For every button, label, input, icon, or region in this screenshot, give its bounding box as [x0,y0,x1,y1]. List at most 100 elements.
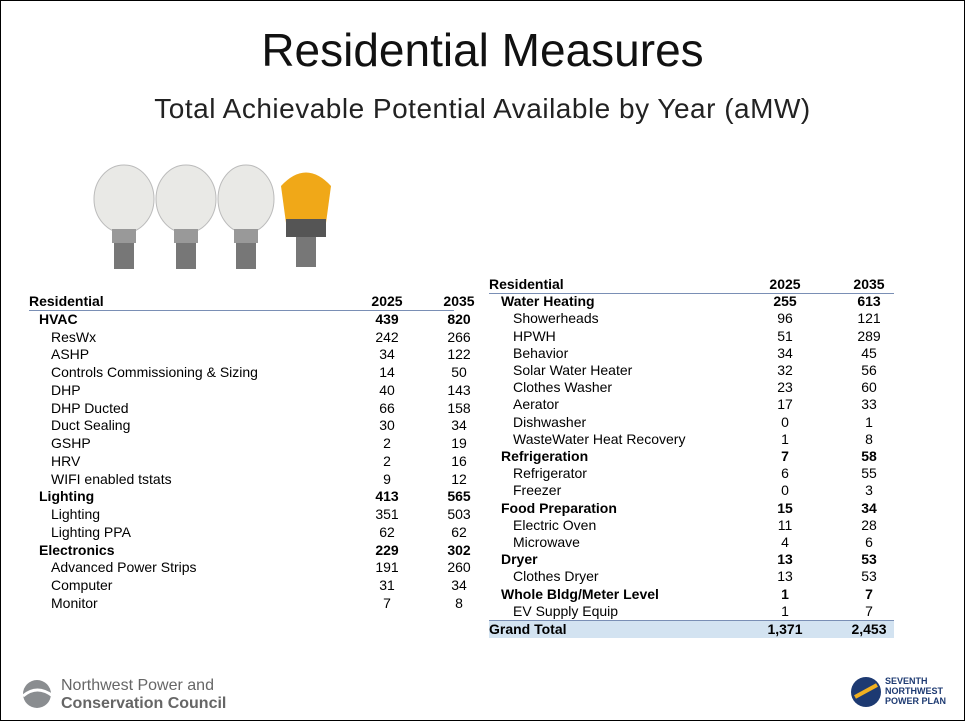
cell-value: 7 [755,448,815,465]
subtitle: Total Achievable Potential Available by … [1,93,964,125]
cell-value: 2035 [429,293,489,310]
cell-value: 7 [839,586,899,603]
cell-value: 31 [357,577,417,594]
logo-line: SEVENTH [885,676,946,686]
cell-value: 4 [755,534,815,551]
cell-value: 32 [755,362,815,379]
cell-label: Lighting [39,488,94,505]
cell-value: 34 [357,346,417,363]
cell-value: 34 [429,577,489,594]
cell-label: Microwave [513,534,580,551]
cell-label: HPWH [513,328,556,345]
cell-value: 7 [357,595,417,612]
cell-value: 413 [357,488,417,505]
cell-value: 40 [357,382,417,399]
cell-label: Controls Commissioning & Sizing [51,364,258,381]
cell-value: 11 [755,517,815,534]
logo-line: Conservation Council [61,695,226,713]
cell-value: 53 [839,568,899,585]
cell-label: Monitor [51,595,98,612]
cell-value: 158 [429,400,489,417]
cell-label: Dryer [501,551,538,568]
cell-value: 66 [357,400,417,417]
cell-value: 13 [755,551,815,568]
cell-label: HVAC [39,311,78,328]
cell-value: 121 [839,310,899,327]
cell-value: 242 [357,329,417,346]
cell-value: 7 [839,603,899,620]
cell-label: Freezer [513,482,561,499]
cell-value: 289 [839,328,899,345]
cell-value: 503 [429,506,489,523]
cell-value: 6 [839,534,899,551]
cell-value: 55 [839,465,899,482]
cell-label: Duct Sealing [51,417,130,434]
cell-value: 9 [357,471,417,488]
cell-label: Advanced Power Strips [51,559,197,576]
cell-label: DHP [51,382,81,399]
cell-label: GSHP [51,435,91,452]
cell-label: Refrigerator [513,465,587,482]
cell-label: Refrigeration [501,448,588,465]
cell-label: Residential [29,293,104,310]
cell-label: Clothes Dryer [513,568,599,585]
cell-value: 16 [429,453,489,470]
cell-value: 3 [839,482,899,499]
logo-line: Northwest Power and [61,677,226,695]
cell-value: 19 [429,435,489,452]
cell-label: Food Preparation [501,500,617,517]
cell-value: 191 [357,559,417,576]
cell-value: 0 [755,414,815,431]
cell-value: 34 [839,500,899,517]
cell-value: 2025 [755,276,815,293]
cell-value: 13 [755,568,815,585]
cell-value: 229 [357,542,417,559]
cell-label: Showerheads [513,310,599,327]
logo-line: POWER PLAN [885,696,946,706]
cell-value: 613 [839,293,899,310]
cell-value: 2 [357,435,417,452]
cell-label: Electronics [39,542,114,559]
cell-label: ASHP [51,346,89,363]
title: Residential Measures [1,23,964,77]
cell-value: 34 [755,345,815,362]
cell-value: 34 [429,417,489,434]
cell-value: 1 [755,586,815,603]
cell-value: 6 [755,465,815,482]
cell-value: 1 [755,431,815,448]
cell-label: Dishwasher [513,414,586,431]
logo-line: NORTHWEST [885,686,946,696]
cell-value: 23 [755,379,815,396]
cell-value: 255 [755,293,815,310]
cell-value: 565 [429,488,489,505]
cell-value: 53 [839,551,899,568]
cell-label: Grand Total [489,621,567,638]
cell-value: 33 [839,396,899,413]
cell-value: 2025 [357,293,417,310]
cell-label: Clothes Washer [513,379,612,396]
cell-value: 439 [357,311,417,328]
cell-value: 1 [839,414,899,431]
cell-value: 96 [755,310,815,327]
